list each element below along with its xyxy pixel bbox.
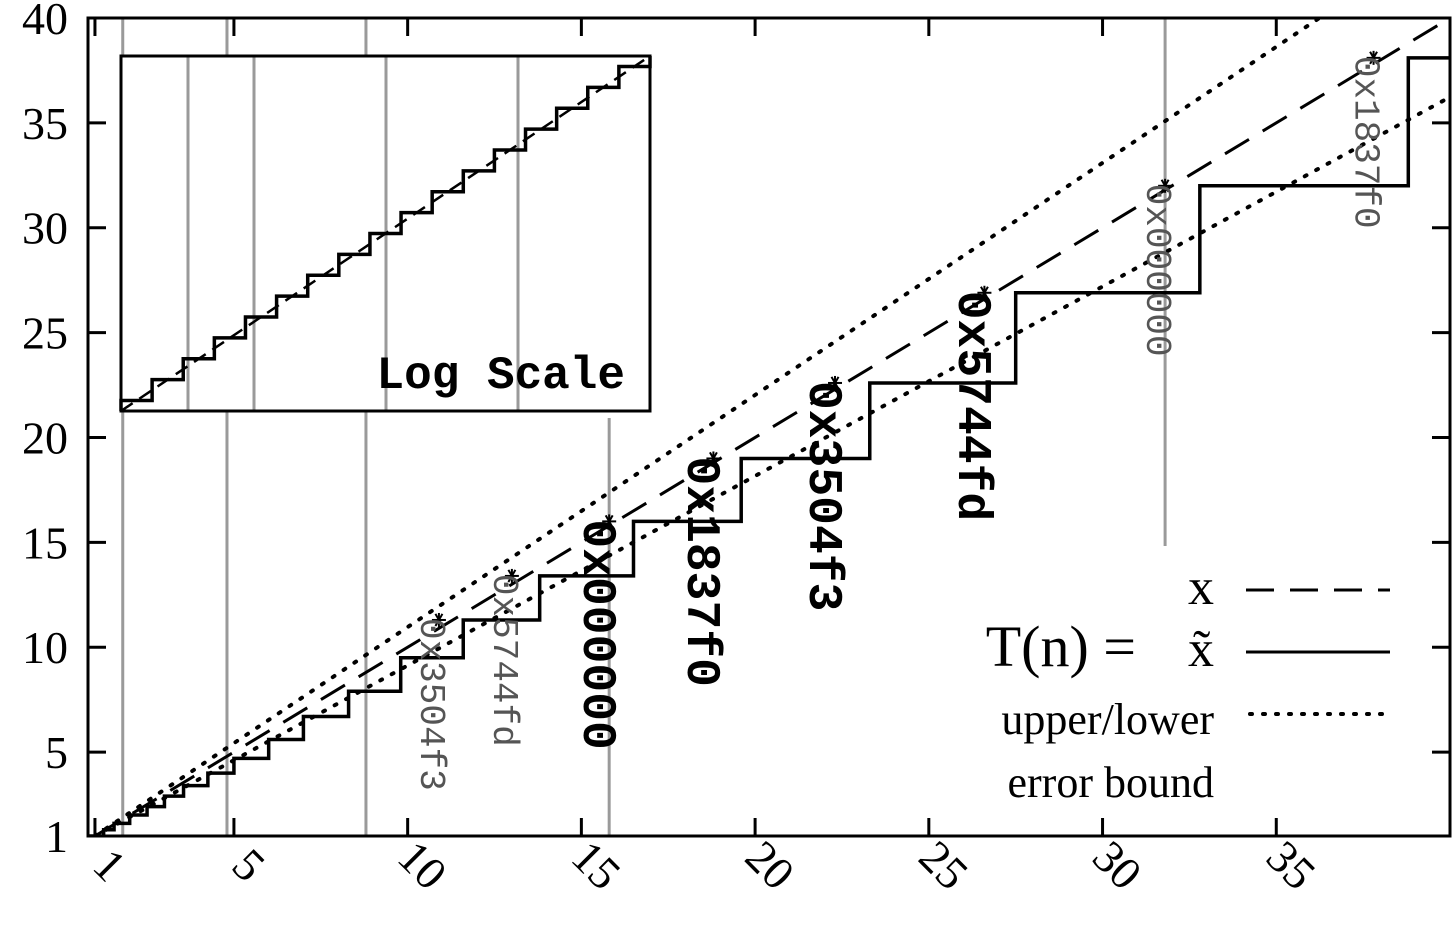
y-tick-label: 35 <box>22 98 68 149</box>
y-tick-label: 10 <box>22 622 68 673</box>
legend: xx̃ upper/lower error bound T(n) = <box>986 559 1392 807</box>
legend-label: error bound <box>1008 758 1215 807</box>
x-tick-label: 30 <box>1083 831 1152 900</box>
marker-label: 0x5744fd <box>944 291 998 521</box>
marker-point <box>1158 178 1173 193</box>
series-x-tilde-step-line <box>88 56 1450 836</box>
marker-label: 0x1837f0 <box>1345 56 1386 229</box>
y-tick-label: 40 <box>22 0 68 44</box>
x-tick-label: 15 <box>562 831 631 900</box>
y-tick-label: 5 <box>45 727 68 778</box>
x-tick-label: 35 <box>1257 831 1326 900</box>
x-tick-label: 5 <box>223 839 275 891</box>
marker-label: 0x5744fd <box>483 574 524 747</box>
marker-point <box>1366 50 1381 65</box>
series-group <box>88 18 1450 836</box>
x-tick-label: 1 <box>84 839 136 891</box>
legend-label: x̃ <box>1188 621 1214 678</box>
marker-label: 0x1837f0 <box>673 456 727 686</box>
inset-title: Log Scale <box>377 350 625 402</box>
y-tick-label: 20 <box>22 412 68 463</box>
x-tick-label: 20 <box>736 831 805 900</box>
plot-frame <box>86 16 1452 838</box>
y-tick-label: 15 <box>22 517 68 568</box>
legend-label: upper/lower <box>1001 695 1214 744</box>
inset-frame <box>119 54 652 413</box>
marker-label: 0x000000 <box>569 519 623 749</box>
y-tick-label: 30 <box>22 203 68 254</box>
lower-bound-line <box>92 95 1450 836</box>
upper-bound-line <box>92 18 1323 836</box>
y-tick-label: 1 <box>45 811 68 862</box>
marker-point <box>504 568 519 583</box>
marker-point <box>828 375 843 390</box>
legend-label: x <box>1188 559 1214 616</box>
legend-heading: T(n) = <box>986 614 1136 679</box>
x-tick-label: 25 <box>909 831 978 900</box>
x-tick-label: 10 <box>388 831 457 900</box>
marker-label: 0x3504f3 <box>795 381 849 611</box>
y-tick-label: 25 <box>22 308 68 359</box>
marker-label: 0x3504f3 <box>410 618 451 791</box>
marker-point <box>977 285 992 300</box>
marker-label: 0x000000 <box>1136 184 1177 357</box>
marker-point <box>706 451 721 466</box>
inset-step-line <box>119 56 652 411</box>
inset-panel: Log Scale <box>119 54 652 413</box>
marker-point <box>431 612 446 627</box>
marker-point <box>602 514 617 529</box>
